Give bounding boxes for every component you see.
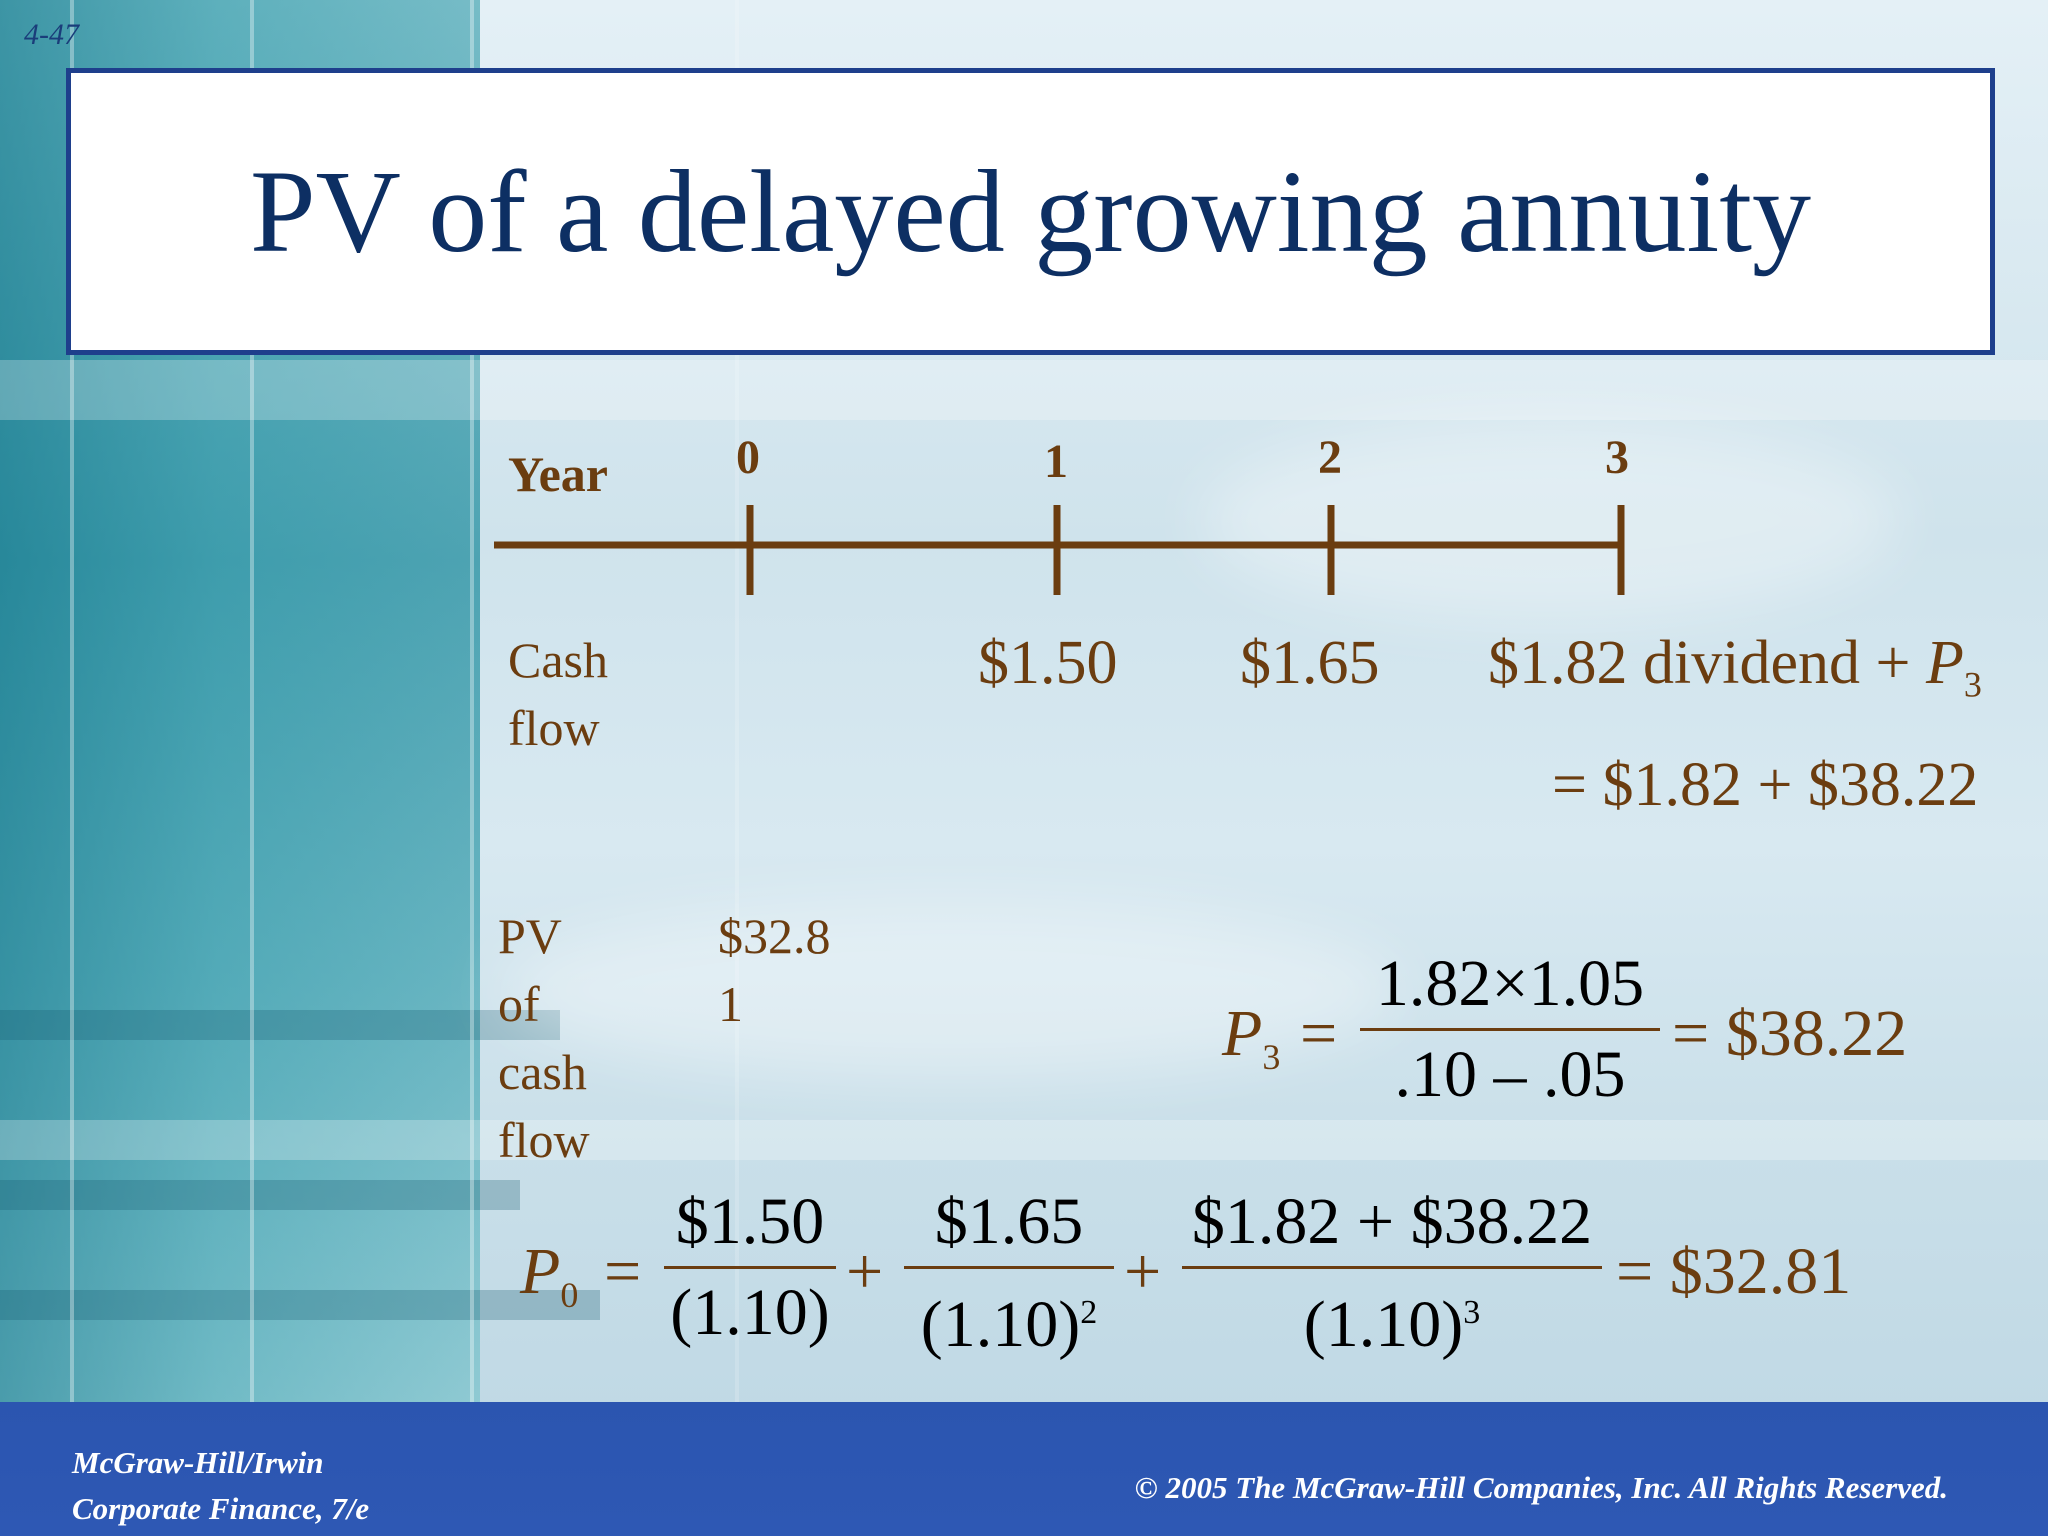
pv-label-line: PV (498, 908, 562, 964)
p0-term1: $1.50 (1.10) (664, 1182, 836, 1353)
background-band (0, 1120, 2048, 1160)
p3-result: = $38.22 (1672, 997, 1908, 1070)
background-strip (0, 1290, 600, 1320)
footer-publisher: McGraw-Hill/Irwin (72, 1445, 324, 1480)
cash-flow-year-2: $1.65 (1240, 629, 1380, 697)
cash-flow-year-3: $1.82 dividend + P3 (1488, 628, 1982, 705)
footer-bar (0, 1402, 2048, 1536)
p0-term1-denominator: (1.10) (670, 1276, 830, 1349)
background-line (470, 0, 474, 1402)
year-0-label: 0 (736, 431, 760, 484)
background-glow (1200, 420, 1900, 620)
year-2-label: 2 (1318, 431, 1342, 484)
pv-value: $32.8 1 (718, 902, 831, 1038)
cash-flow-year-3-p-sub: 3 (1963, 664, 1982, 705)
slide-number: 4-47 (24, 18, 79, 51)
background-band (0, 360, 2048, 420)
pv-label-line: of (498, 976, 540, 1032)
cash-flow-label-line1: Cash (508, 632, 608, 688)
footer-copyright: © 2005 The McGraw-Hill Companies, Inc. A… (1134, 1470, 1948, 1505)
year-3-label: 3 (1605, 431, 1629, 484)
title-box: PV of a delayed growing annuity (66, 68, 1995, 355)
p0-term2-denominator: (1.10)2 (920, 1288, 1098, 1361)
p0-plus-2: + (1124, 1235, 1162, 1308)
background-line (735, 0, 739, 1402)
p3-numerator: 1.82×1.05 (1375, 947, 1645, 1020)
p3-fraction: 1.82×1.05 .10 – .05 (1360, 944, 1660, 1115)
background-strip (0, 1010, 560, 1040)
p0-term3-numerator: $1.82 + $38.22 (1191, 1185, 1593, 1258)
cash-flow-year-3-text: $1.82 dividend + (1488, 629, 1926, 697)
cash-flow-label-line2: flow (508, 700, 600, 756)
cash-flow-year-3-p: P (1925, 629, 1964, 697)
slide-title: PV of a delayed growing annuity (249, 145, 1812, 277)
background-line (250, 0, 254, 1402)
p0-term1-bar (664, 1266, 836, 1269)
p0-term1-numerator: $1.50 (675, 1185, 825, 1258)
cash-flow-year-1: $1.50 (978, 629, 1118, 697)
p3-denominator: .10 – .05 (1394, 1038, 1626, 1111)
year-label: Year (508, 446, 608, 502)
background-line (70, 0, 74, 1402)
p0-term3: $1.82 + $38.22 (1.10)3 (1182, 1182, 1602, 1365)
p0-term2: $1.65 (1.10)2 (904, 1182, 1114, 1365)
pv-label-line: flow (498, 1112, 590, 1168)
p0-lhs: P0 (520, 1235, 579, 1316)
p0-plus-1: + (846, 1235, 884, 1308)
year-1-label: 1 (1044, 435, 1068, 488)
p0-term3-bar (1182, 1266, 1602, 1269)
p0-result: = $32.81 (1616, 1235, 1852, 1308)
cash-flow-label: Cash flow (508, 626, 608, 762)
p3-lhs: P3 (1222, 997, 1281, 1078)
p0-term2-numerator: $1.65 (934, 1185, 1084, 1258)
footer-left: McGraw-Hill/Irwin Corporate Finance, 7/e (72, 1440, 369, 1532)
p3-equals: = (1300, 997, 1338, 1070)
pv-value-line1: $32.8 (718, 908, 831, 964)
pv-value-line2: 1 (718, 976, 743, 1032)
p0-term2-bar (904, 1266, 1114, 1269)
p0-equals: = (604, 1235, 642, 1308)
background-glow (500, 900, 1400, 1080)
pv-label-line: cash (498, 1044, 587, 1100)
p0-term3-denominator: (1.10)3 (1303, 1288, 1481, 1361)
footer-book: Corporate Finance, 7/e (72, 1491, 370, 1526)
cash-flow-year-3-sum: = $1.82 + $38.22 (1552, 751, 1979, 819)
pv-label: PV of cash flow (498, 902, 590, 1174)
background-strip (0, 1180, 520, 1210)
p3-fraction-bar (1360, 1028, 1660, 1031)
